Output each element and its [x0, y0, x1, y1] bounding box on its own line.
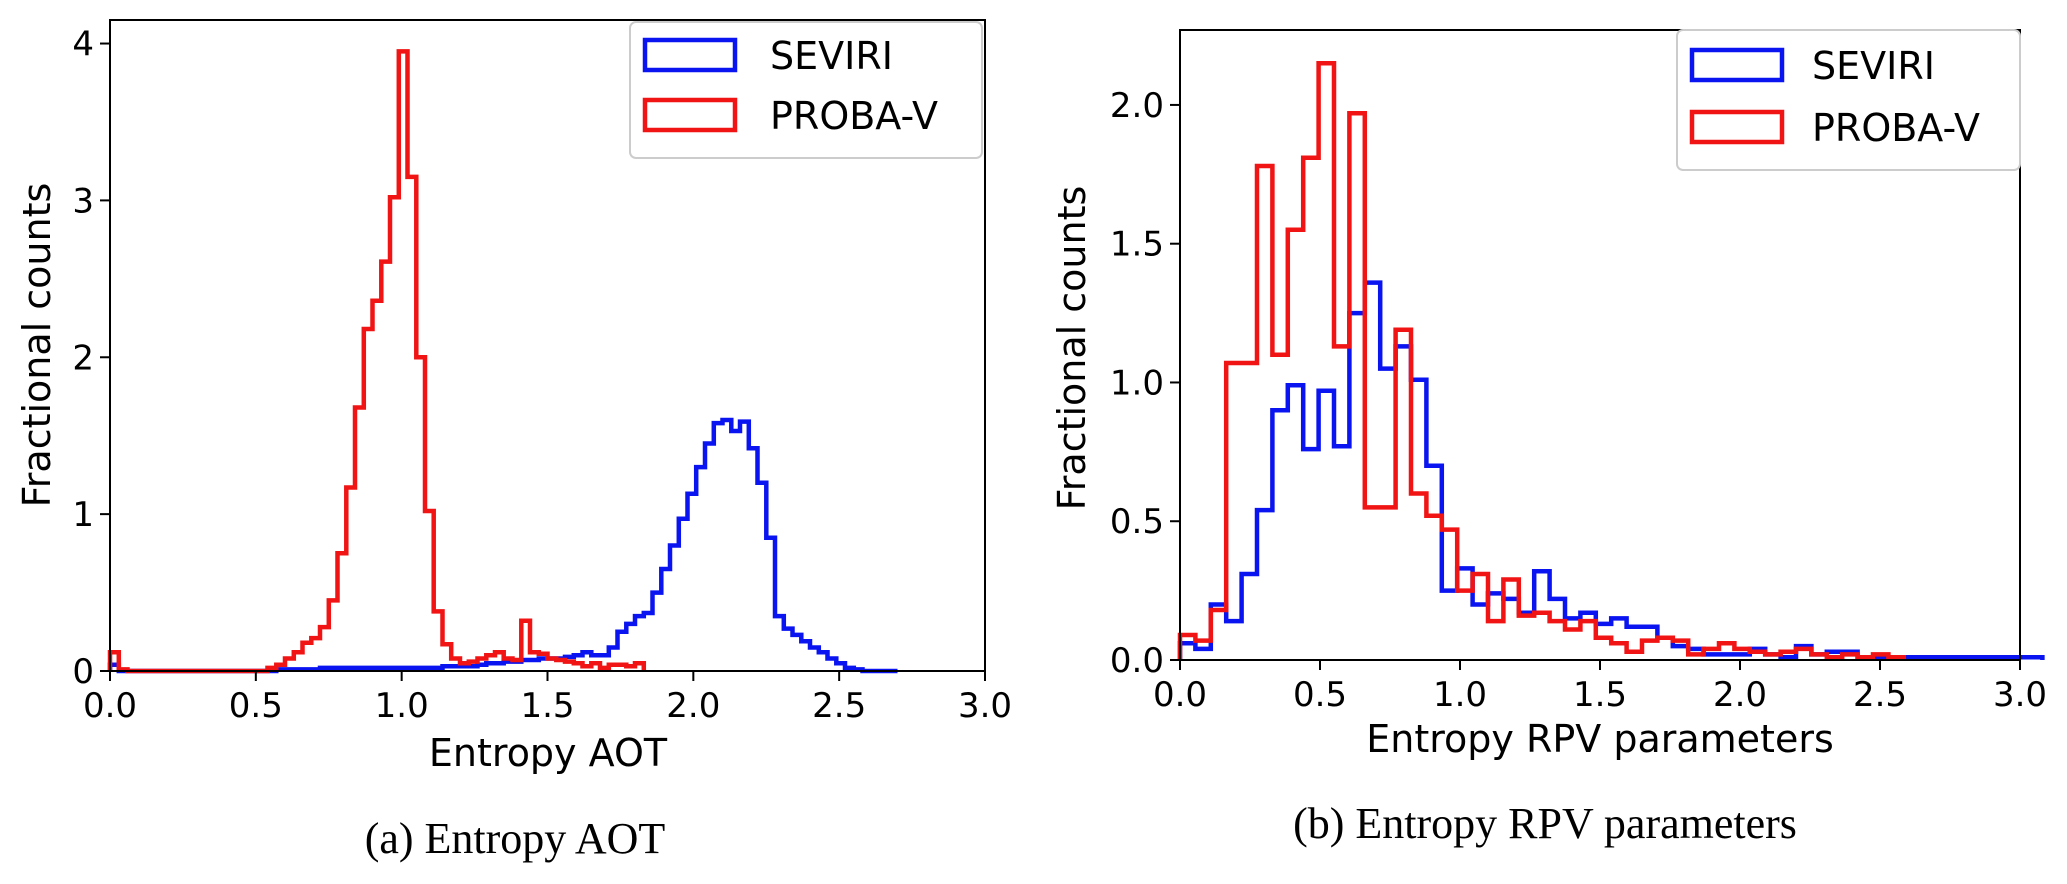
panel-b-probav-bin: [1580, 621, 1595, 660]
panel-a-legend-label-seviri: SEVIRI: [770, 34, 893, 78]
panel-a-legend-swatch-seviri: [642, 37, 738, 73]
panel-b-probav-bin: [1503, 580, 1518, 661]
x-tick-label: 1.5: [1573, 675, 1627, 715]
panel-a-probav-bin: [390, 197, 399, 671]
panel-b-probav-bin: [1365, 507, 1380, 660]
x-tick-label: 1.0: [375, 686, 429, 726]
panel-b-probav-bin: [1349, 113, 1364, 660]
panel-b-probav-bin: [1519, 616, 1534, 660]
panel-b-probav-bin: [1442, 530, 1457, 660]
x-tick-label: 1.5: [520, 686, 574, 726]
panel-a-seviri-bin: [740, 422, 749, 671]
x-tick-label: 3.0: [1993, 675, 2047, 715]
panel-b-yticks: 0.0 0.5 1.0 1.5 2.0: [1110, 86, 1180, 681]
x-tick-label: 0.5: [1293, 675, 1347, 715]
panel-b-probav-bin: [1288, 230, 1303, 660]
panel-b-xticks: 0.0 0.5 1.0 1.5 2.0 2.5 3.0: [1153, 660, 2047, 715]
panel-b-legend: SEVIRI PROBA-V: [1676, 29, 2021, 171]
panel-b-probav-bin: [1534, 613, 1549, 660]
panel-b-probav-bin: [1457, 591, 1472, 660]
panel-b-legend-label-probav: PROBA-V: [1812, 106, 1980, 150]
panel-b-legend-box: [1676, 29, 2021, 171]
y-tick-label: 4: [72, 25, 94, 65]
y-tick-label: 0: [72, 652, 94, 692]
panel-a-yticks: 0 1 2 3 4: [72, 25, 110, 692]
panel-a-seviri-bin: [696, 467, 705, 671]
y-tick-label: 0.5: [1110, 502, 1164, 542]
panel-a-xlabel: Entropy AOT: [429, 731, 668, 775]
panel-a-probav-bin: [373, 301, 382, 671]
panel-b-legend-label-seviri: SEVIRI: [1812, 44, 1935, 88]
panel-b-probav-bin: [1673, 641, 1688, 660]
panel-a-ylabel: Fractional counts: [15, 183, 59, 508]
panel-b-probav-bin: [1226, 363, 1241, 660]
y-tick-label: 2.0: [1110, 86, 1164, 126]
panel-b-series-probav: [1177, 61, 1907, 660]
y-tick-label: 0.0: [1110, 641, 1164, 681]
panel-b-probav-bin: [1319, 63, 1334, 660]
panel-b: 0.0 0.5 1.0 1.5 2.0 2.5 3.0 0.0 0.5 1.0 1.5 2.0 En…: [1050, 29, 2047, 848]
x-tick-label: 1.0: [1433, 675, 1487, 715]
panel-b-probav-bin: [1303, 158, 1318, 660]
x-tick-label: 2.0: [666, 686, 720, 726]
x-tick-label: 2.5: [1853, 675, 1907, 715]
panel-b-probav-bin: [1642, 641, 1657, 660]
panel-b-probav-bin: [1550, 621, 1565, 660]
panel-b-probav-bin: [1211, 610, 1226, 660]
panel-b-probav-bin: [1242, 363, 1257, 660]
panel-a-seviri-bin: [705, 444, 714, 672]
panel-b-ylabel: Fractional counts: [1050, 186, 1094, 511]
panel-b-xlabel: Entropy RPV parameters: [1366, 717, 1834, 761]
panel-a-seviri-bin: [731, 431, 740, 671]
y-tick-label: 1: [72, 495, 94, 535]
panel-b-probav-bin: [1396, 330, 1411, 660]
y-tick-label: 2: [72, 338, 94, 378]
panel-b-probav-bin: [1180, 635, 1195, 660]
panel-b-probav-bin: [1611, 643, 1626, 660]
panel-a-legend-box: [629, 21, 983, 159]
panel-b-caption: (b) Entropy RPV parameters: [1293, 799, 1797, 848]
panel-b-probav-bin: [1257, 166, 1272, 660]
panel-b-legend-swatch-seviri: [1689, 47, 1785, 83]
panel-a-probav-bin: [381, 262, 390, 671]
panel-a-series-seviri: [107, 417, 898, 674]
panel-a-legend-label-probav: PROBA-V: [770, 94, 938, 138]
panel-b-probav-bin: [1657, 638, 1672, 660]
panel-b-probav-bin: [1426, 516, 1441, 660]
y-tick-label: 1.0: [1110, 363, 1164, 403]
panel-b-probav-bin: [1272, 355, 1287, 660]
x-tick-label: 2.0: [1713, 675, 1767, 715]
panel-b-legend-swatch-probav: [1689, 109, 1785, 145]
panel-a-caption: (a) Entropy AOT: [365, 814, 666, 863]
panel-a-legend-swatch-probav: [642, 97, 738, 133]
x-tick-label: 3.0: [958, 686, 1012, 726]
x-tick-label: 0.0: [83, 686, 137, 726]
panel-a-seviri-bin: [714, 423, 723, 671]
panel-b-probav-bin: [1473, 574, 1488, 660]
panel-a-xticks: 0.0 0.5 1.0 1.5 2.0 2.5 3.0: [83, 671, 1012, 726]
panel-b-probav-bin: [1195, 641, 1210, 660]
panel-b-probav-bin: [1411, 494, 1426, 661]
panel-b-probav-bin: [1596, 638, 1611, 660]
panel-b-probav-bin: [1719, 643, 1734, 660]
x-tick-label: 0.5: [229, 686, 283, 726]
panel-b-series: [1177, 61, 2045, 661]
panel-a-seviri-bin: [723, 420, 732, 671]
panel-a-legend: SEVIRI PROBA-V: [629, 21, 983, 159]
panel-b-probav-bin: [1380, 507, 1395, 660]
panel-b-probav-bin: [1565, 630, 1580, 661]
panel-b-probav-bin: [1334, 346, 1349, 660]
x-tick-label: 2.5: [812, 686, 866, 726]
x-tick-label: 0.0: [1153, 675, 1207, 715]
y-tick-label: 3: [72, 181, 94, 221]
y-tick-label: 1.5: [1110, 225, 1164, 265]
panel-b-probav-bin: [1488, 621, 1503, 660]
